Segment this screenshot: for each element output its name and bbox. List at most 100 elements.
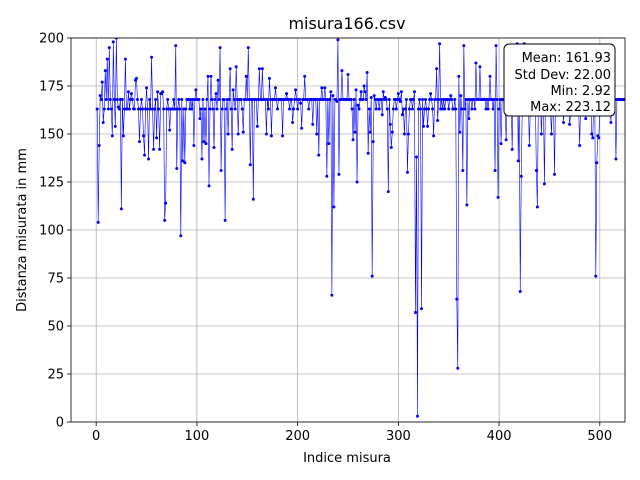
data-point: [219, 168, 223, 172]
x-tick-label: 400: [487, 429, 512, 444]
data-point: [292, 107, 296, 111]
data-point: [315, 132, 319, 136]
data-point: [411, 97, 415, 101]
data-point: [141, 107, 145, 111]
data-point: [357, 107, 361, 111]
data-point: [224, 107, 228, 111]
data-point: [460, 107, 464, 111]
data-point: [542, 182, 546, 186]
data-point: [420, 307, 424, 311]
data-point: [362, 84, 366, 88]
data-point: [488, 74, 492, 78]
data-point: [356, 103, 360, 107]
data-point: [368, 130, 372, 134]
data-point: [496, 195, 500, 199]
data-point: [486, 107, 490, 111]
data-point: [215, 107, 219, 111]
data-point: [281, 134, 285, 138]
data-point: [359, 90, 363, 94]
data-point: [390, 130, 394, 134]
data-point: [562, 120, 566, 124]
data-point: [173, 107, 177, 111]
data-point: [119, 207, 123, 211]
stats-box-frame: [503, 43, 616, 117]
data-point: [590, 132, 594, 136]
data-point: [255, 124, 259, 128]
data-point: [174, 44, 178, 48]
data-point: [454, 107, 458, 111]
data-point: [232, 97, 236, 101]
data-point: [132, 107, 136, 111]
data-point: [273, 86, 277, 90]
data-point: [389, 145, 393, 149]
data-point: [203, 107, 207, 111]
data-point: [453, 97, 457, 101]
data-point: [299, 101, 303, 105]
data-point: [143, 153, 147, 157]
y-tick-label: 175: [39, 80, 64, 95]
data-point: [214, 92, 218, 96]
data-point: [391, 107, 395, 111]
data-point: [504, 138, 508, 142]
data-point: [164, 201, 168, 205]
y-tick-label: 25: [47, 368, 64, 383]
data-point: [201, 97, 205, 101]
data-point: [535, 205, 539, 209]
data-point: [130, 97, 134, 101]
data-point: [181, 159, 185, 163]
y-tick-label: 75: [47, 272, 64, 287]
x-tick-label: 100: [184, 429, 209, 444]
data-point: [207, 184, 211, 188]
data-point: [371, 140, 375, 144]
data-point: [300, 126, 304, 130]
data-point: [111, 40, 115, 44]
x-tick-label: 500: [587, 429, 612, 444]
data-point: [459, 94, 463, 98]
y-tick-label: 50: [47, 320, 64, 335]
data-point: [101, 120, 105, 124]
data-point: [288, 107, 292, 111]
data-point: [631, 108, 634, 111]
stats-mean: Mean: 161.93: [522, 51, 611, 66]
data-point: [438, 42, 442, 46]
data-point: [177, 97, 181, 101]
data-point: [431, 107, 435, 111]
data-point: [385, 107, 389, 111]
data-point: [330, 293, 334, 297]
data-point: [434, 97, 438, 101]
data-point: [157, 107, 161, 111]
data-point: [380, 113, 384, 117]
data-point: [499, 142, 503, 146]
data-point: [399, 90, 403, 94]
data-point: [372, 94, 376, 98]
data-point: [210, 97, 214, 101]
data-point: [335, 99, 339, 103]
data-point: [552, 172, 556, 176]
data-point: [267, 76, 271, 80]
data-point: [323, 86, 327, 90]
y-tick-label: 150: [39, 128, 64, 143]
data-point: [630, 148, 633, 151]
data-point: [290, 97, 294, 101]
data-point: [307, 107, 311, 111]
data-point: [110, 134, 114, 138]
data-point: [568, 122, 572, 126]
data-point: [549, 132, 553, 136]
data-point: [121, 134, 125, 138]
data-point: [351, 138, 355, 142]
data-point: [240, 107, 244, 111]
data-point: [614, 157, 618, 161]
data-point: [463, 107, 467, 111]
data-point: [578, 144, 582, 148]
data-point: [155, 136, 159, 140]
data-point: [251, 197, 255, 201]
data-point: [387, 97, 391, 101]
data-point: [467, 117, 471, 121]
data-point: [211, 107, 215, 111]
data-point: [430, 97, 434, 101]
data-point: [419, 107, 423, 111]
data-point: [241, 130, 245, 134]
data-point: [349, 97, 353, 101]
data-point: [184, 107, 188, 111]
